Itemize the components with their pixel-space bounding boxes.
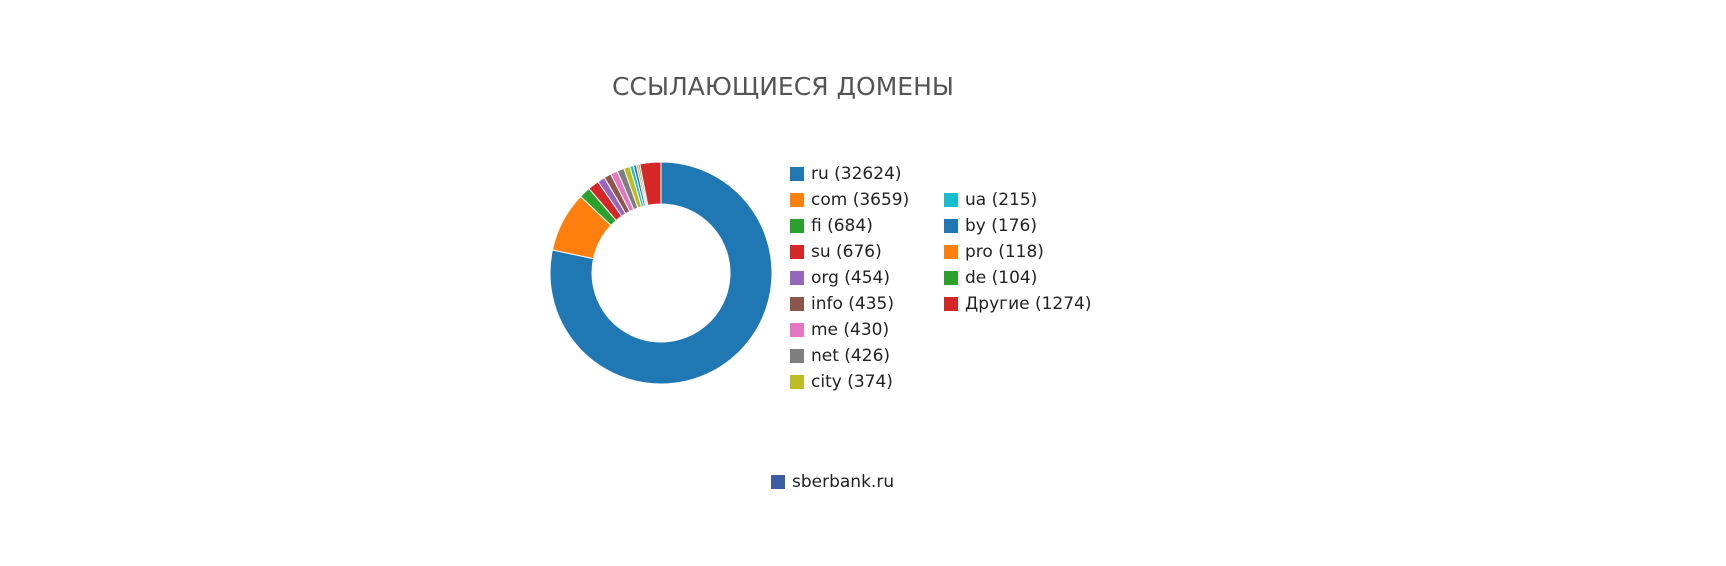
legend-label: com (3659)	[811, 190, 909, 210]
legend-swatch	[944, 297, 958, 311]
pie-slice	[639, 161, 662, 206]
legend-label: net (426)	[811, 346, 890, 366]
legend-swatch	[790, 167, 804, 181]
legend-swatch	[790, 219, 804, 233]
pie-slice	[549, 161, 773, 385]
legend-swatch	[944, 219, 958, 233]
chart-title: ССЫЛАЮЩИЕСЯ ДОМЕНЫ	[612, 72, 954, 101]
legend-label: su (676)	[811, 242, 882, 262]
legend-swatch	[790, 297, 804, 311]
series-legend-label: sberbank.ru	[792, 472, 894, 492]
legend-label: me (430)	[811, 320, 889, 340]
legend-label: de (104)	[965, 268, 1037, 288]
legend-label: info (435)	[811, 294, 894, 314]
legend-swatch	[790, 375, 804, 389]
legend-swatch	[790, 245, 804, 259]
legend-swatch	[944, 193, 958, 207]
legend-swatch	[790, 193, 804, 207]
legend-label: fi (684)	[811, 216, 873, 236]
legend-label: ru (32624)	[811, 164, 902, 184]
legend-label: org (454)	[811, 268, 890, 288]
legend-swatch	[944, 271, 958, 285]
legend-label: by (176)	[965, 216, 1037, 236]
series-legend-swatch	[771, 475, 785, 489]
legend-swatch	[790, 271, 804, 285]
legend-swatch	[790, 349, 804, 363]
legend-label: ua (215)	[965, 190, 1037, 210]
legend-label: city (374)	[811, 372, 893, 392]
legend-label: Другие (1274)	[965, 294, 1092, 314]
legend-label: pro (118)	[965, 242, 1044, 262]
legend-swatch	[790, 323, 804, 337]
legend-swatch	[944, 245, 958, 259]
